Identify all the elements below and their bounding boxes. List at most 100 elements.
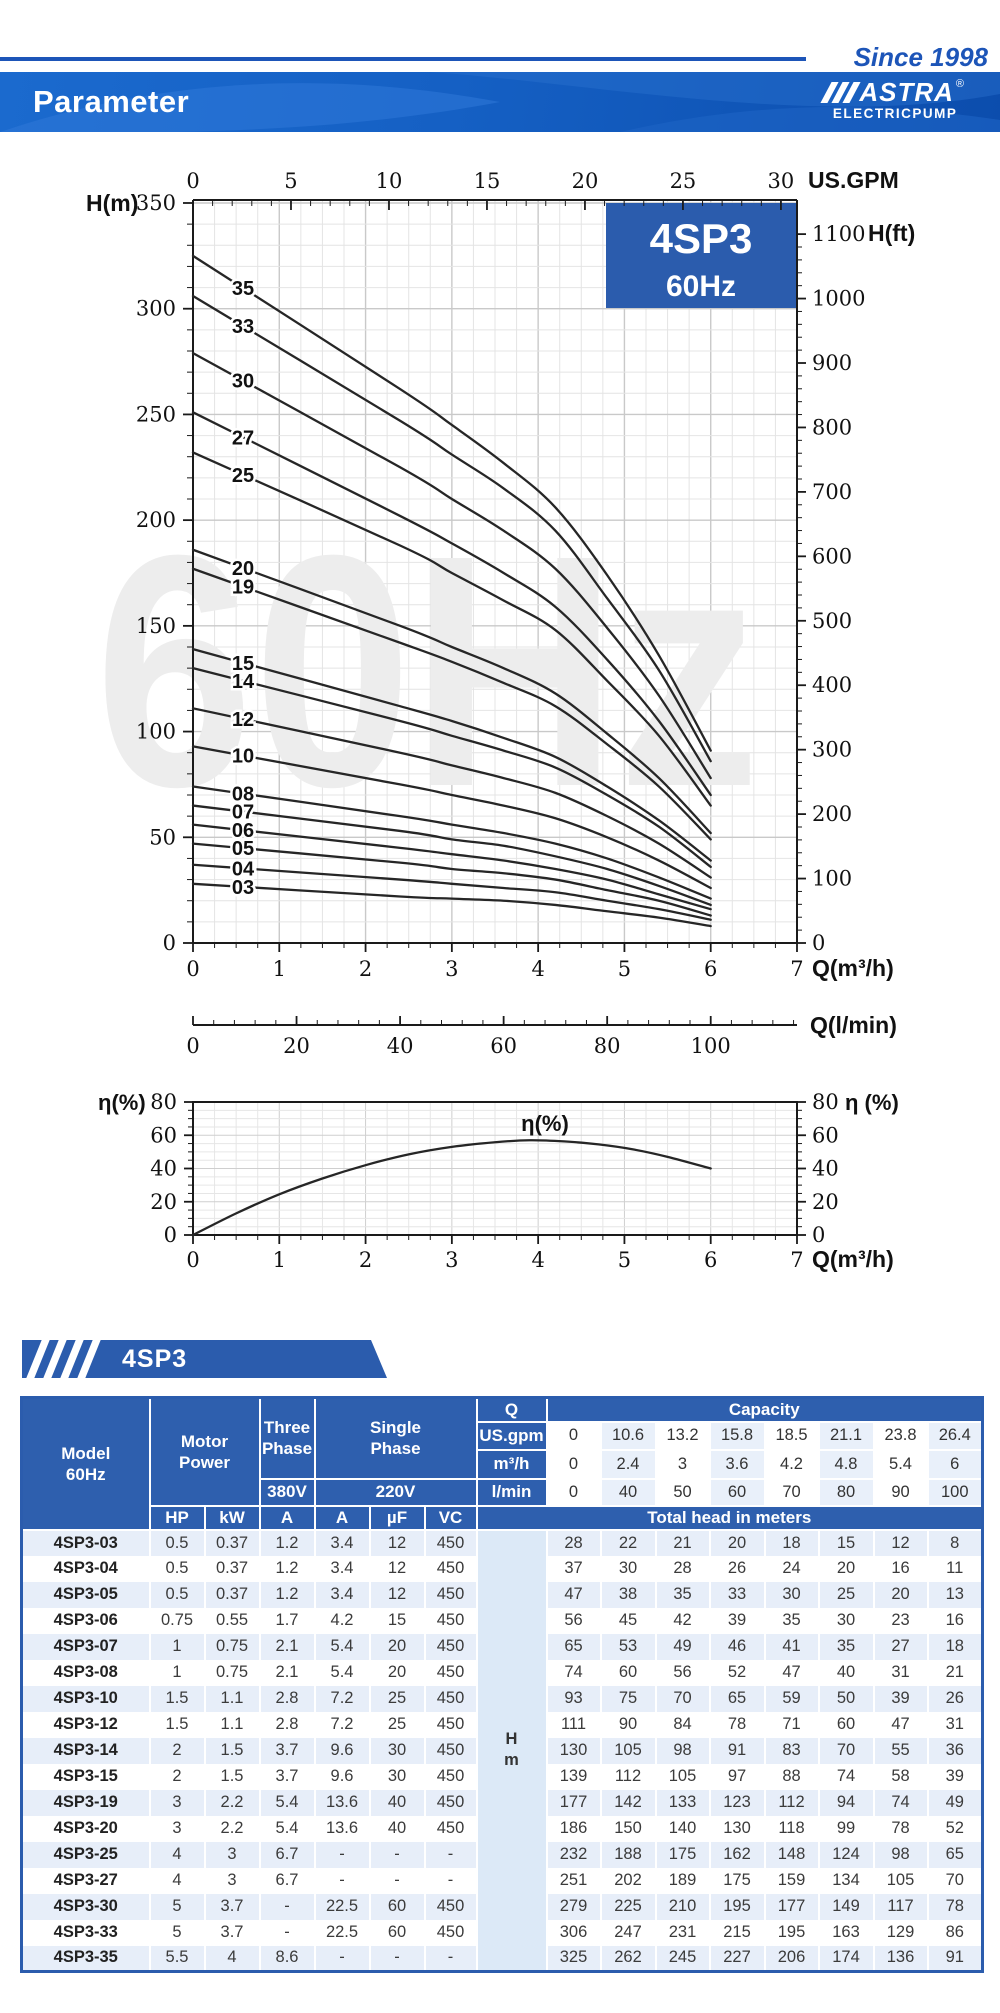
head-value: 231 xyxy=(655,1919,711,1946)
head-value: 130 xyxy=(709,1815,766,1842)
capacity-value: 6 xyxy=(927,1449,984,1480)
spec-value: 30 xyxy=(369,1737,426,1764)
head-value: 15 xyxy=(818,1529,875,1556)
spec-value: 25 xyxy=(369,1685,426,1712)
spec-value: - xyxy=(424,1945,478,1972)
head-value: 105 xyxy=(873,1867,929,1894)
head-value: 99 xyxy=(818,1815,875,1842)
head-curve-04 xyxy=(191,863,712,921)
head-value: 227 xyxy=(709,1945,766,1972)
head-value: 47 xyxy=(764,1659,820,1686)
curve-label-30: 30 xyxy=(232,371,254,393)
model-name: 4SP3-03 xyxy=(21,1529,151,1556)
curve-label-27: 27 xyxy=(232,427,254,449)
head-value: 245 xyxy=(655,1945,711,1972)
head-value: 177 xyxy=(546,1789,602,1816)
curve-label-19: 19 xyxy=(232,577,254,599)
table-row: 4SP3-03 0.5 0.37 1.2 3.4 12 450 H m 28 22 21 20 18 15… xyxy=(21,1529,984,1972)
tick-label: 5 xyxy=(618,957,631,981)
page-title: Parameter xyxy=(33,84,190,119)
spec-value: - xyxy=(424,1867,478,1894)
head-value: 35 xyxy=(764,1607,820,1634)
spec-value: 5.4 xyxy=(314,1659,371,1686)
head-value: 111 xyxy=(546,1711,602,1738)
head-value: 75 xyxy=(600,1685,657,1712)
table-row: 4SP3-08 1 0.75 2.1 5.4 20 450 74 60 56 52 47 40 31 21 xyxy=(21,1659,984,1686)
head-value: 53 xyxy=(600,1633,657,1660)
axis-title: η(%) xyxy=(98,1090,146,1115)
head-value: 30 xyxy=(764,1581,820,1608)
tick-label: 100 xyxy=(136,720,176,744)
head-value: 88 xyxy=(764,1763,820,1790)
spec-value: 22.5 xyxy=(314,1893,371,1920)
capacity-value: 60 xyxy=(709,1478,766,1507)
tick-label: 250 xyxy=(136,402,176,426)
head-value: 149 xyxy=(818,1893,875,1920)
head-value: 177 xyxy=(764,1893,820,1920)
head-value: 70 xyxy=(927,1867,984,1894)
header-unit-2: m³/h xyxy=(476,1449,548,1480)
curve-label-04: 04 xyxy=(232,858,255,880)
tick-label: 0 xyxy=(186,1034,199,1058)
capacity-value: 10.6 xyxy=(600,1421,657,1451)
brand-logo: ASTRA ® ELECTRICPUMP xyxy=(820,78,964,121)
spec-value: 1.7 xyxy=(259,1607,316,1634)
head-value: 74 xyxy=(873,1789,929,1816)
registered-mark-icon: ® xyxy=(955,78,964,90)
table-row: 4SP3-30 5 3.7-22.5 60 450 279 225 210 195 177 149 1… xyxy=(21,1893,984,1920)
head-value: 23 xyxy=(873,1607,929,1634)
spec-value: 1 xyxy=(149,1659,206,1686)
head-value: 251 xyxy=(546,1867,602,1894)
spec-value: - xyxy=(314,1867,371,1894)
table-row: 380V 220V l/min 0 40 50 60 70 80 90 100 xyxy=(22,1478,984,1507)
spec-value: 13.6 xyxy=(314,1815,371,1842)
spec-value: 4 xyxy=(149,1867,206,1894)
spec-value: 1.2 xyxy=(259,1581,316,1608)
head-value: 70 xyxy=(818,1737,875,1764)
axis-title: US.GPM xyxy=(808,167,899,193)
tick-label: 0 xyxy=(812,931,825,955)
tick-label: 2 xyxy=(359,957,372,981)
head-value: 325 xyxy=(546,1945,602,1972)
head-value: 46 xyxy=(709,1633,766,1660)
head-value: 93 xyxy=(546,1685,602,1712)
head-value: 16 xyxy=(927,1607,984,1634)
model-name: 4SP3-06 xyxy=(21,1607,151,1634)
curve-label-35: 35 xyxy=(232,278,254,300)
tick-label: 5 xyxy=(284,169,297,193)
spec-value: 5.4 xyxy=(259,1815,316,1842)
table-row: 4SP3-20 3 2.2 5.4 13.6 40 450 186 150 140 130 118 99… xyxy=(21,1815,984,1842)
spec-value: 0.5 xyxy=(149,1581,206,1608)
banner: Parameter ASTRA ® ELECTRICPUMP xyxy=(0,72,1000,132)
head-value: 91 xyxy=(927,1945,984,1972)
head-value: 189 xyxy=(655,1867,711,1894)
spec-value: 13.6 xyxy=(314,1789,371,1816)
spec-value: 60 xyxy=(369,1893,426,1920)
spec-value: 1.1 xyxy=(204,1711,261,1738)
tick-label: 20 xyxy=(812,1190,839,1214)
spec-value: 25 xyxy=(369,1711,426,1738)
head-value: 20 xyxy=(818,1555,875,1582)
head-value: 86 xyxy=(927,1919,984,1946)
header-unit-3: l/min xyxy=(476,1478,548,1507)
header-380v: 380V xyxy=(259,1478,316,1507)
capacity-value: 3.6 xyxy=(709,1449,766,1480)
model-name: 4SP3-07 xyxy=(21,1633,151,1660)
head-value: 20 xyxy=(873,1581,929,1608)
tick-label: 80 xyxy=(150,1090,177,1114)
axis-title: Q(m³/h) xyxy=(812,1246,894,1272)
head-value: 195 xyxy=(709,1893,766,1920)
spec-value: 0.37 xyxy=(204,1555,261,1582)
head-value: 195 xyxy=(764,1919,820,1946)
tick-label: 100 xyxy=(691,1034,731,1058)
curve-label-33: 33 xyxy=(232,316,254,338)
head-value: 148 xyxy=(764,1841,820,1868)
curve-label-05: 05 xyxy=(232,838,254,860)
head-value: 74 xyxy=(546,1659,602,1686)
spec-value: 450 xyxy=(424,1919,478,1946)
head-value: 159 xyxy=(764,1867,820,1894)
curve-label-12: 12 xyxy=(232,709,254,731)
head-value: 90 xyxy=(600,1711,657,1738)
tick-label: 200 xyxy=(812,802,852,826)
header-sub-unit: VC xyxy=(424,1505,478,1531)
